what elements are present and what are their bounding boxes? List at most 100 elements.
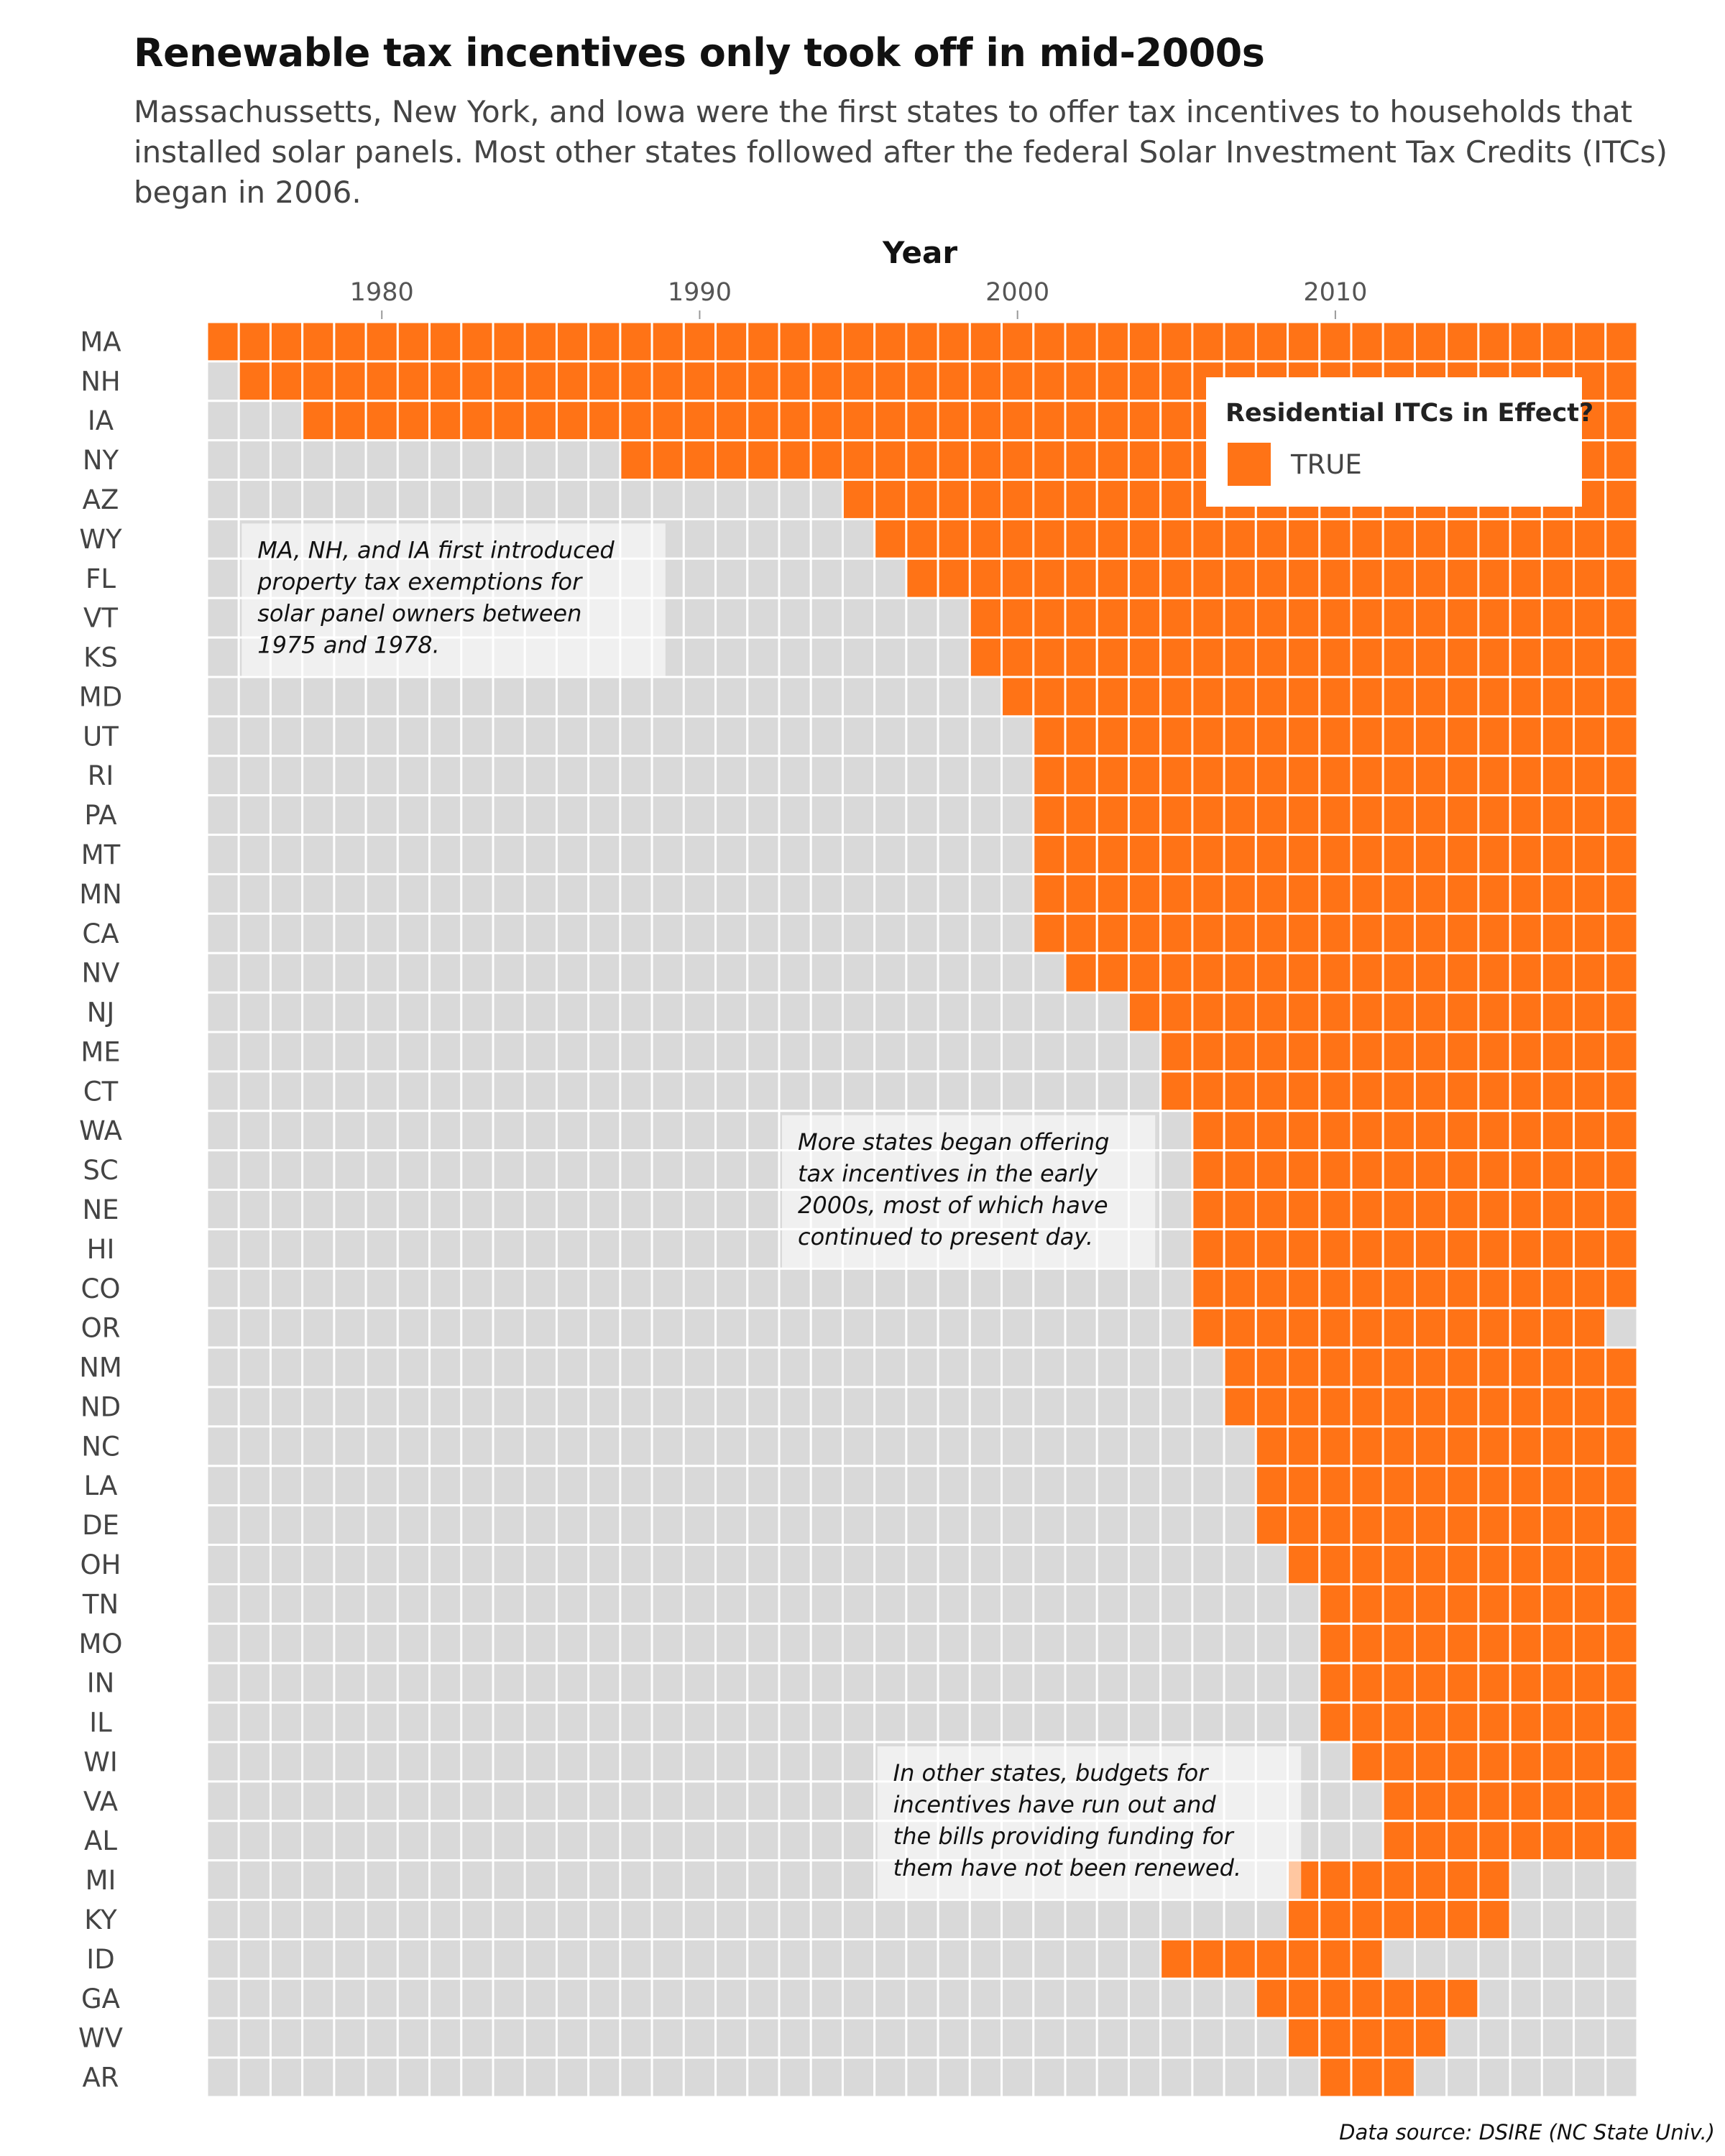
cell-GA-1996 [873,1977,908,2019]
cell-GA-2000 [1000,1977,1035,2019]
cell-RI-2014 [1445,755,1480,797]
cell-NC-1979 [333,1425,367,1468]
cell-MI-2011 [1350,1859,1384,1902]
cell-NV-2017 [1540,952,1576,994]
cell-DE-2004 [1127,1504,1162,1547]
annotation-box-late [877,1746,1302,1899]
cell-MT-2001 [1032,834,1067,875]
cell-VA-1995 [841,1780,876,1823]
cell-MD-2000 [1000,676,1035,718]
cell-NM-1980 [364,1346,399,1388]
cell-RI-2012 [1381,755,1416,797]
cell-NC-2012 [1381,1425,1416,1468]
cell-LA-1992 [746,1465,781,1507]
cell-GA-1993 [778,1977,812,2019]
cell-LA-2008 [1254,1465,1289,1507]
cell-MO-2000 [1000,1622,1035,1664]
cell-MA-2008 [1254,321,1289,363]
cell-MN-2001 [1032,872,1067,915]
cell-NC-1989 [650,1425,685,1468]
cell-MO-1993 [778,1622,812,1664]
cell-AL-1980 [364,1820,399,1862]
cell-MA-2018 [1573,321,1607,363]
cell-MA-2003 [1095,321,1130,363]
cell-WV-1984 [492,2017,526,2059]
cell-WY-2015 [1477,517,1512,560]
y-tick-label-DE: DE [82,1510,119,1541]
cell-NM-1978 [301,1346,336,1388]
cell-OR-2000 [1000,1307,1035,1349]
cell-MA-1988 [619,321,653,363]
cell-NM-1987 [587,1346,622,1388]
cell-IN-2006 [1191,1662,1225,1704]
cell-KY-2004 [1127,1899,1162,1940]
cell-FL-2006 [1191,557,1225,599]
cell-AZ-1984 [492,479,526,520]
cell-FL-1999 [968,557,1003,599]
cell-OR-1978 [301,1307,336,1349]
cell-AR-1992 [746,2056,781,2099]
cell-LA-1977 [269,1465,304,1507]
cell-IL-2015 [1477,1701,1512,1743]
cell-LA-1995 [841,1465,876,1507]
cell-CO-2006 [1191,1267,1225,1309]
cell-WV-1994 [809,2017,844,2059]
cell-WI-1975 [206,1741,240,1783]
legend-label-true: TRUE [1290,449,1362,480]
cell-KY-2002 [1064,1899,1098,1940]
cell-IA-1994 [809,400,844,442]
y-tick-label-KY: KY [84,1904,117,1935]
cell-NM-1994 [809,1346,844,1388]
cell-CT-2002 [1064,1070,1098,1112]
cell-WV-2017 [1540,2017,1576,2059]
cell-NV-1979 [333,952,367,994]
cell-OR-1983 [460,1307,494,1349]
cell-KY-2012 [1381,1899,1416,1940]
cell-MN-1990 [682,872,717,915]
cell-ID-2012 [1381,1938,1416,1980]
cell-AL-1982 [428,1820,463,1862]
cell-NV-2011 [1350,952,1384,994]
cell-MN-2011 [1350,872,1384,915]
cell-MA-1991 [714,321,749,363]
cell-WI-1982 [428,1741,463,1783]
cell-DE-1984 [492,1504,526,1547]
cell-MA-2014 [1445,321,1480,363]
cell-CO-1996 [873,1267,908,1309]
cell-ME-1985 [523,1031,558,1073]
cell-NE-2007 [1223,1189,1257,1230]
cell-ID-1992 [746,1938,781,1980]
cell-GA-1979 [333,1977,367,2019]
cell-AR-1989 [650,2056,685,2099]
cell-TN-2019 [1604,1583,1639,1625]
cell-AZ-2002 [1064,479,1098,520]
cell-ME-2011 [1350,1031,1384,1073]
cell-WY-1993 [778,517,812,560]
cell-MO-2005 [1159,1622,1194,1664]
cell-HI-2006 [1191,1227,1225,1270]
cell-PA-2002 [1064,794,1098,837]
cell-MA-2017 [1540,321,1576,363]
y-tick-label-CA: CA [82,918,119,949]
cell-WV-1975 [206,2017,240,2059]
cell-AZ-1994 [809,479,844,520]
cell-IN-1995 [841,1662,876,1704]
cell-WI-1979 [333,1741,367,1783]
cell-MA-1993 [778,321,812,363]
cell-OR-1980 [364,1307,399,1349]
y-tick-label-OR: OR [81,1313,121,1344]
cell-ND-1993 [778,1386,812,1428]
cell-VT-2016 [1509,596,1543,639]
cell-FL-1993 [778,557,812,599]
cell-CA-1999 [968,912,1003,954]
cell-MO-1986 [555,1622,590,1664]
cell-ID-1982 [428,1938,463,1980]
cell-NC-2010 [1318,1425,1353,1468]
cell-NH-1981 [396,360,431,402]
cell-SC-1980 [364,1149,399,1192]
cell-CO-1989 [650,1267,685,1309]
cell-ME-1984 [492,1031,526,1073]
cell-WY-2002 [1064,517,1098,560]
cell-IN-1975 [206,1662,240,1704]
cell-DE-1998 [937,1504,971,1547]
